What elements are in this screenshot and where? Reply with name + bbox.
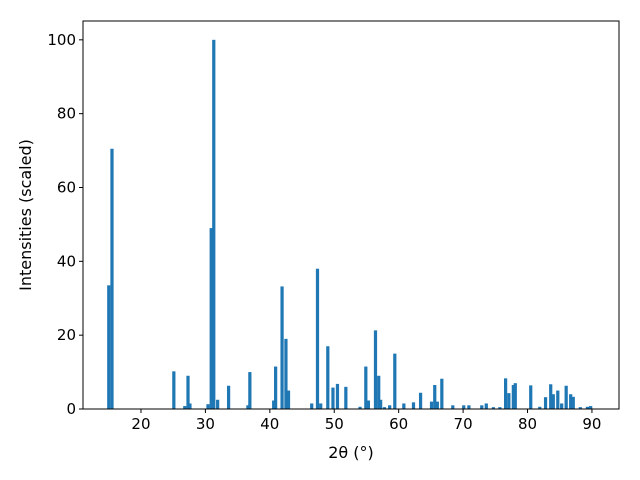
y-tick-label: 80: [57, 105, 76, 123]
bar: [564, 385, 568, 409]
bar: [435, 401, 439, 409]
bar: [484, 403, 488, 409]
x-tick-label: 90: [582, 415, 601, 433]
y-axis-label: Intensities (scaled): [16, 139, 35, 291]
x-tick-label: 40: [260, 415, 279, 433]
bar: [284, 338, 288, 409]
bar: [206, 404, 210, 409]
bar: [183, 406, 187, 409]
bar: [467, 405, 471, 409]
bar: [335, 383, 340, 409]
bar: [462, 405, 466, 409]
bar: [274, 366, 278, 409]
x-tick-label: 60: [389, 415, 408, 433]
bar: [556, 390, 560, 409]
x-tick-label: 80: [518, 415, 537, 433]
bar: [589, 406, 593, 409]
y-tick-label: 20: [57, 326, 76, 344]
bar: [310, 403, 314, 409]
bar: [440, 378, 444, 409]
bar: [364, 366, 368, 409]
y-tick-label: 60: [57, 178, 76, 196]
y-tick-label: 0: [66, 400, 76, 418]
bar: [551, 394, 555, 409]
bar: [226, 385, 231, 409]
bar: [560, 403, 564, 409]
bar: [382, 407, 387, 409]
bar: [379, 399, 383, 409]
bar: [585, 406, 590, 409]
bar: [248, 372, 252, 409]
bar: [107, 285, 111, 409]
bar: [358, 406, 362, 409]
bar: [433, 385, 437, 409]
bar: [529, 385, 533, 409]
bar: [578, 407, 582, 409]
bar: [411, 402, 416, 409]
bar: [511, 385, 515, 409]
bar: [286, 390, 291, 409]
bar: [209, 228, 213, 409]
bar: [388, 405, 392, 409]
bar: [418, 392, 423, 409]
bar: [402, 403, 406, 409]
bar: [491, 407, 495, 409]
x-tick-label: 70: [454, 415, 473, 433]
bar: [538, 406, 542, 409]
bar: [110, 148, 114, 409]
bar: [326, 346, 330, 409]
bar: [569, 394, 573, 409]
x-tick-label: 50: [325, 415, 344, 433]
bar: [319, 403, 323, 409]
x-tick-label: 30: [196, 415, 215, 433]
bar: [212, 39, 216, 409]
bar: [451, 405, 455, 409]
x-tick-label: 20: [131, 415, 150, 433]
y-tick-label: 40: [57, 252, 76, 270]
bar: [549, 384, 553, 409]
bar: [373, 330, 378, 409]
bar: [429, 401, 434, 409]
bar: [393, 353, 397, 409]
bar: [507, 393, 511, 409]
bar: [315, 268, 320, 409]
bar: [186, 375, 190, 409]
bar: [571, 396, 575, 409]
bar: [172, 371, 176, 409]
bar: [504, 378, 508, 409]
bar: [377, 375, 381, 409]
bar: [480, 405, 484, 409]
bar: [188, 403, 192, 409]
y-tick-label: 100: [47, 31, 76, 49]
bar: [543, 397, 548, 409]
bar: [280, 286, 284, 409]
plot-frame: [82, 20, 620, 410]
bar: [344, 386, 348, 409]
bar: [246, 405, 250, 409]
bar: [216, 399, 220, 409]
bar: [366, 400, 371, 409]
bar: [513, 383, 517, 409]
bar: [498, 407, 502, 409]
x-axis-label: 2θ (°): [328, 443, 374, 462]
bar: [272, 400, 276, 409]
bar: [331, 387, 335, 409]
